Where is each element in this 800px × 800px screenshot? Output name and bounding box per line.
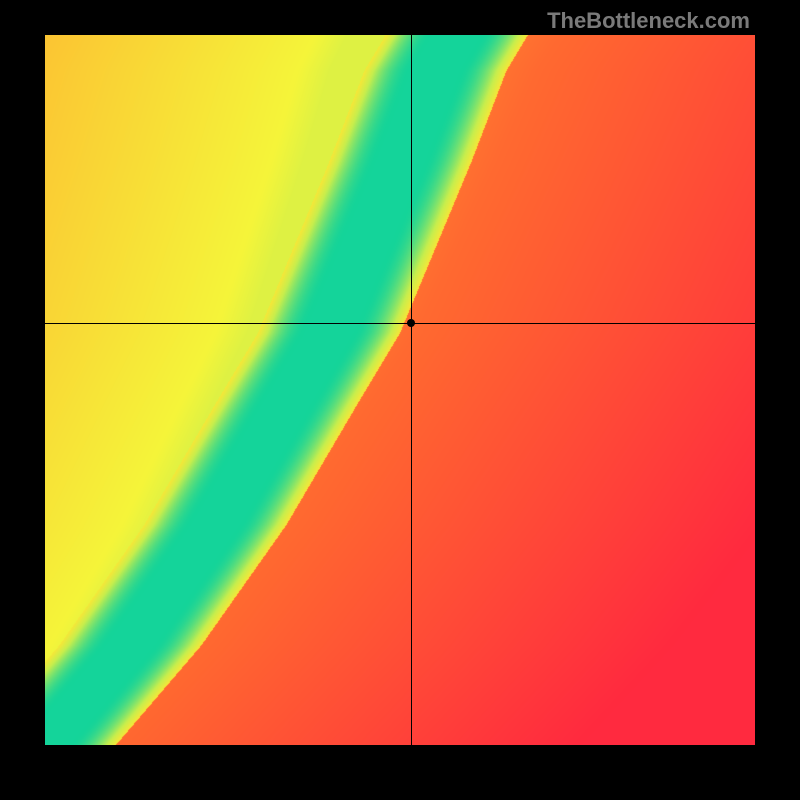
heatmap-canvas — [45, 35, 755, 745]
crosshair-vertical — [411, 35, 412, 745]
watermark-text: TheBottleneck.com — [547, 8, 750, 34]
crosshair-horizontal — [45, 323, 755, 324]
crosshair-marker-dot — [407, 319, 415, 327]
heatmap-plot — [45, 35, 755, 745]
